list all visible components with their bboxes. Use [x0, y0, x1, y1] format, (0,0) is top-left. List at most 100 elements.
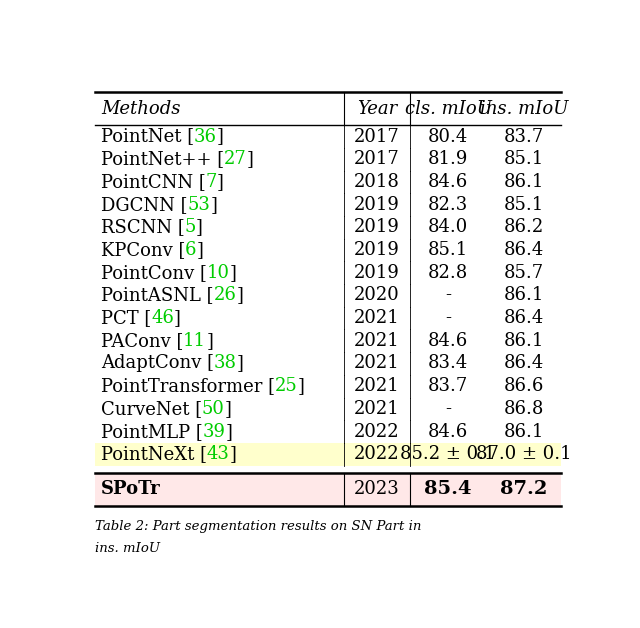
Bar: [95, 398, 561, 420]
Bar: [95, 239, 561, 261]
Text: 84.0: 84.0: [428, 219, 468, 236]
Text: ]: ]: [225, 400, 232, 418]
Text: 2017: 2017: [354, 127, 400, 146]
Text: 85.4: 85.4: [424, 480, 472, 498]
Text: ]: ]: [237, 354, 244, 372]
Text: 85.1: 85.1: [428, 241, 468, 259]
Bar: [95, 171, 561, 193]
Text: 10: 10: [207, 264, 230, 282]
Text: 53: 53: [188, 195, 210, 214]
Bar: [95, 284, 561, 306]
Text: ]: ]: [217, 127, 224, 146]
Text: 86.2: 86.2: [504, 219, 544, 236]
Text: 87.0 ± 0.1: 87.0 ± 0.1: [476, 445, 572, 463]
Bar: [95, 375, 561, 398]
Text: ins. mIoU: ins. mIoU: [479, 100, 568, 117]
Text: AdaptConv [: AdaptConv [: [101, 354, 214, 372]
Text: 2021: 2021: [354, 377, 400, 395]
Bar: [95, 443, 561, 465]
Text: Methods: Methods: [101, 100, 180, 117]
Text: 85.2 ± 0.1: 85.2 ± 0.1: [400, 445, 496, 463]
Text: 85.1: 85.1: [504, 195, 544, 214]
Text: KPConv [: KPConv [: [101, 241, 185, 259]
Text: 6: 6: [185, 241, 196, 259]
Text: 2022: 2022: [354, 423, 400, 441]
Text: 50: 50: [202, 400, 225, 418]
Text: 86.1: 86.1: [504, 423, 544, 441]
Text: PointNet [: PointNet [: [101, 127, 194, 146]
Text: 86.4: 86.4: [504, 354, 544, 372]
Text: 85.7: 85.7: [504, 264, 544, 282]
Text: 43: 43: [207, 445, 230, 463]
Text: PointTransformer [: PointTransformer [: [101, 377, 275, 395]
Text: 2021: 2021: [354, 400, 400, 418]
Text: ]: ]: [174, 309, 181, 327]
Text: 86.4: 86.4: [504, 309, 544, 327]
Text: 86.4: 86.4: [504, 241, 544, 259]
Text: 38: 38: [214, 354, 237, 372]
Text: ]: ]: [230, 445, 237, 463]
Text: PAConv [: PAConv [: [101, 332, 183, 350]
Text: 86.1: 86.1: [504, 286, 544, 305]
Bar: [95, 306, 561, 330]
Text: -: -: [445, 400, 451, 418]
Text: 84.6: 84.6: [428, 332, 468, 350]
Text: 7: 7: [205, 173, 217, 191]
Text: PointCNN [: PointCNN [: [101, 173, 205, 191]
Text: 86.6: 86.6: [504, 377, 544, 395]
Text: 2019: 2019: [354, 264, 400, 282]
Bar: [95, 420, 561, 443]
Text: 84.6: 84.6: [428, 423, 468, 441]
Bar: [95, 148, 561, 171]
Text: 2021: 2021: [354, 332, 400, 350]
Text: 2018: 2018: [354, 173, 400, 191]
Text: 11: 11: [183, 332, 206, 350]
Text: -: -: [445, 309, 451, 327]
Text: ]: ]: [246, 150, 253, 168]
Text: 85.1: 85.1: [504, 150, 544, 168]
Text: PointASNL [: PointASNL [: [101, 286, 213, 305]
Text: 2019: 2019: [354, 219, 400, 236]
Text: Table 2: Part segmentation results on SN Part in: Table 2: Part segmentation results on SN…: [95, 520, 421, 533]
Text: ]: ]: [217, 173, 224, 191]
Text: 81.9: 81.9: [428, 150, 468, 168]
Text: 2017: 2017: [354, 150, 400, 168]
Text: 83.7: 83.7: [504, 127, 544, 146]
Text: 87.2: 87.2: [500, 480, 547, 498]
Text: ]: ]: [225, 423, 232, 441]
Text: 39: 39: [203, 423, 225, 441]
Bar: [95, 473, 561, 506]
Text: 2021: 2021: [354, 354, 400, 372]
Text: 25: 25: [275, 377, 298, 395]
Text: Year: Year: [357, 100, 397, 117]
Text: 26: 26: [213, 286, 236, 305]
Text: 5: 5: [184, 219, 196, 236]
Text: -: -: [445, 286, 451, 305]
Text: ]: ]: [196, 219, 203, 236]
Text: CurveNet [: CurveNet [: [101, 400, 202, 418]
Text: cls. mIoU: cls. mIoU: [404, 100, 492, 117]
Text: ]: ]: [196, 241, 204, 259]
Bar: [95, 216, 561, 239]
Text: 86.1: 86.1: [504, 173, 544, 191]
Text: 36: 36: [194, 127, 217, 146]
Text: ]: ]: [206, 332, 213, 350]
Text: DGCNN [: DGCNN [: [101, 195, 188, 214]
Text: PCT [: PCT [: [101, 309, 151, 327]
Text: 2019: 2019: [354, 241, 400, 259]
Text: 27: 27: [224, 150, 246, 168]
Text: ]: ]: [210, 195, 217, 214]
Bar: [95, 125, 561, 148]
Text: 80.4: 80.4: [428, 127, 468, 146]
Bar: [95, 330, 561, 352]
Text: 82.8: 82.8: [428, 264, 468, 282]
Text: 86.1: 86.1: [504, 332, 544, 350]
Text: 84.6: 84.6: [428, 173, 468, 191]
Text: ins. mIoU: ins. mIoU: [95, 542, 160, 555]
Text: 83.4: 83.4: [428, 354, 468, 372]
Text: 2022: 2022: [354, 445, 400, 463]
Text: ]: ]: [236, 286, 243, 305]
Text: RSCNN [: RSCNN [: [101, 219, 184, 236]
Text: PointNet++ [: PointNet++ [: [101, 150, 224, 168]
Text: 2020: 2020: [354, 286, 400, 305]
